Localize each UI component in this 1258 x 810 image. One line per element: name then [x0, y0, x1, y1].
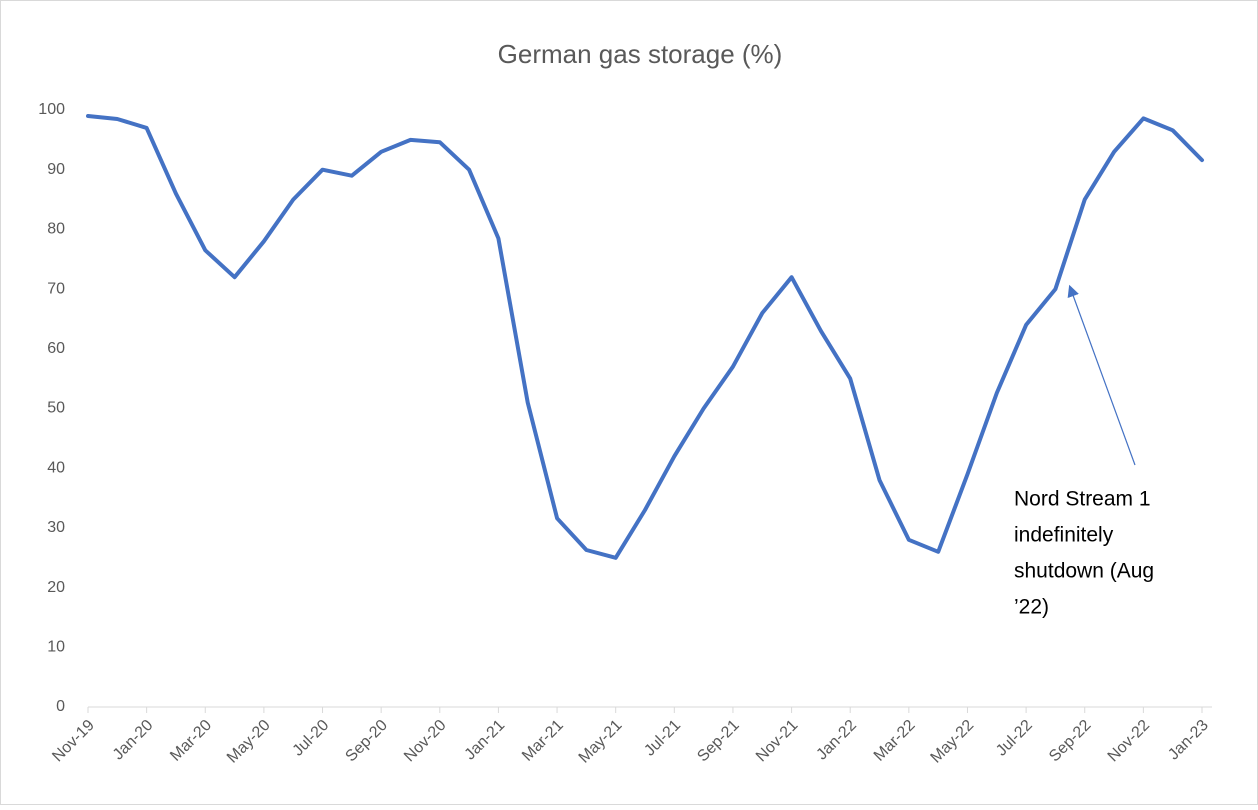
annotation-arrow	[1067, 284, 1136, 466]
y-tick-label: 60	[47, 340, 65, 357]
annotation-text: Nord Stream 1	[1014, 488, 1151, 511]
chart-title: German gas storage (%)	[498, 39, 783, 69]
y-tick-label: 50	[47, 400, 65, 417]
line-series	[86, 114, 1204, 560]
y-tick-label: 0	[56, 698, 65, 715]
y-tick-label: 30	[47, 519, 65, 536]
annotation-text: shutdown (Aug	[1014, 560, 1154, 583]
y-tick-label: 20	[47, 579, 65, 596]
annotation-text: indefinitely	[1014, 524, 1114, 547]
y-tick-label: 70	[47, 280, 65, 297]
y-tick-label: 80	[47, 221, 65, 238]
annotation-text: ’22)	[1014, 596, 1049, 619]
y-tick-label: 40	[47, 459, 65, 476]
y-tick-label: 90	[47, 161, 65, 178]
y-tick-label: 100	[38, 101, 65, 118]
y-tick-label: 10	[47, 639, 65, 656]
